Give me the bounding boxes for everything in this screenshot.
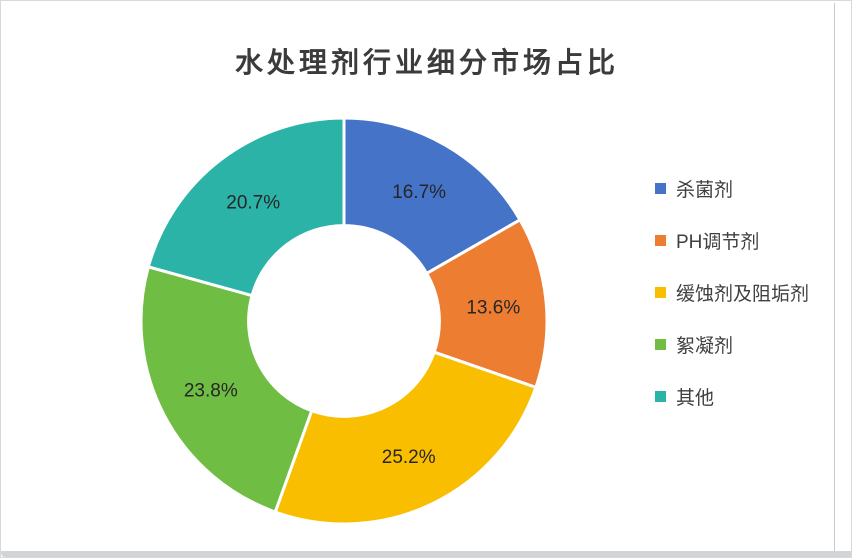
legend-label: 杀菌剂 [676, 179, 734, 201]
slice-label-4: 23.8% [184, 381, 238, 402]
slice-label-2: 13.6% [466, 298, 520, 319]
bottom-border-bar [1, 551, 851, 557]
legend-marker-icon [655, 182, 666, 194]
legend-item-3: 缓蚀剂及阻垢剂 [655, 279, 809, 305]
slice-label-5: 20.7% [226, 192, 280, 213]
pie-slice-4 [139, 265, 314, 514]
legend-marker-icon [655, 390, 666, 402]
slice-label-1: 16.7% [392, 182, 446, 203]
legend-item-4: 絮凝剂 [655, 331, 809, 357]
legend-label: 其他 [676, 387, 715, 409]
legend-item-5: 其他 [655, 383, 809, 409]
legend-marker-icon [655, 286, 666, 298]
chart-title: 水处理剂行业细分市场占比 [234, 47, 619, 78]
legend-marker-icon [655, 338, 666, 350]
slice-label-3: 25.2% [382, 447, 436, 468]
pie-slice-5 [146, 116, 346, 298]
legend-label: 缓蚀剂及阻垢剂 [676, 283, 810, 305]
legend: 杀菌剂 PH调节剂缓蚀剂及阻垢剂 絮凝剂其他 [655, 175, 809, 435]
legend-label: PH调节剂 [676, 231, 760, 253]
pie-slice-1 [342, 116, 522, 275]
pie-slice-3 [273, 350, 538, 526]
right-border-line [834, 3, 835, 551]
legend-item-1: 杀菌剂 [655, 175, 809, 201]
legend-label: 絮凝剂 [676, 335, 734, 357]
legend-marker-icon [655, 234, 666, 246]
legend-item-2: PH调节剂 [655, 227, 809, 253]
